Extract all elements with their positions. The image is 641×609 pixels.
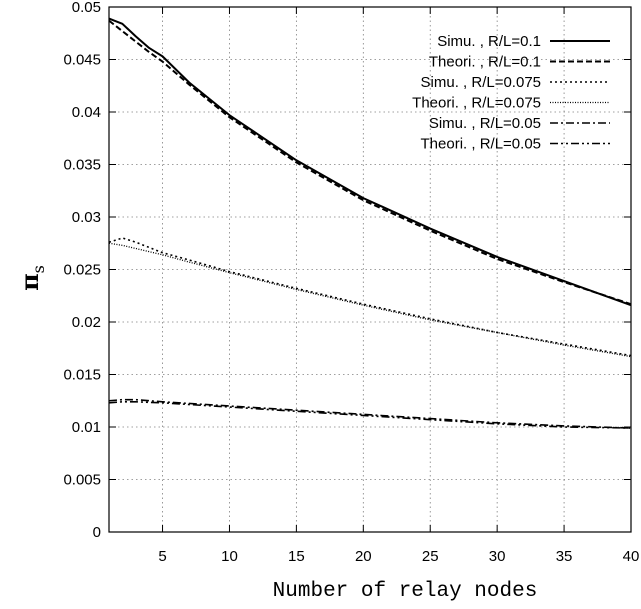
legend-label: Simu. , R/L=0.05 [429,115,541,132]
series-line-2 [108,19,632,306]
x-tick-label: 5 [158,548,166,565]
legend: Simu. , R/L=0.1 Theori. , R/L=0.1 Simu. , … [412,33,610,153]
series-line-3 [108,237,632,357]
y-tick-label: 0 [93,524,101,541]
y-tick-label: 0.01 [72,419,101,436]
series-line-6 [108,400,632,429]
x-tick-label: 30 [489,548,506,565]
x-tick-label: 10 [221,548,238,565]
y-tick-label: 0.04 [72,104,101,121]
ticks-layer: 5 10 15 20 25 30 35 40 0 0.005 0.01 0.015 0.02 0.025 0… [63,0,639,565]
y-axis-title-subscript: s [29,265,48,273]
x-tick-label: 15 [288,548,305,565]
series-line-4 [108,242,632,358]
legend-label: Simu. , R/L=0.075 [421,74,541,91]
legend-label: Theori. , R/L=0.1 [429,54,541,71]
x-tick-label: 35 [556,548,573,565]
y-tick-label: 0.015 [63,367,101,384]
series-layer [108,17,632,429]
legend-label: Theori. , R/L=0.05 [421,136,541,153]
x-axis-title: Number of relay nodes [273,580,538,603]
x-tick-label: 40 [623,548,640,565]
y-tick-label: 0.045 [63,52,101,69]
y-axis-title: πs [15,265,48,291]
x-tick-label: 25 [422,548,439,565]
legend-label: Simu. , R/L=0.1 [437,33,541,50]
legend-label: Theori. , R/L=0.075 [412,95,541,112]
x-tick-label: 20 [355,548,372,565]
y-tick-label: 0.03 [72,209,101,226]
series-line-1 [108,17,632,307]
y-tick-label: 0.05 [72,0,101,16]
y-tick-label: 0.02 [72,314,101,331]
y-tick-label: 0.035 [63,157,101,174]
y-tick-label: 0.025 [63,262,101,279]
y-tick-label: 0.005 [63,472,101,489]
grid-layer [109,7,631,532]
y-axis-title-symbol: π [15,273,44,291]
series-line-5 [108,398,632,429]
